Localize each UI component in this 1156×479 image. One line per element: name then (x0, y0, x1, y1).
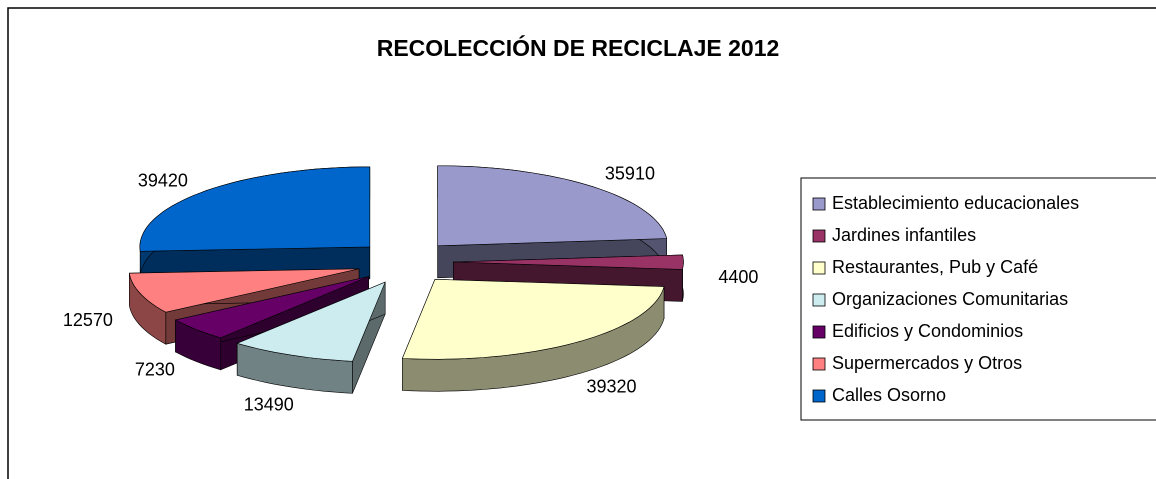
legend-swatch (812, 357, 826, 371)
legend-label: Establecimiento educacionales (832, 193, 1079, 213)
slice (139, 166, 371, 252)
legend-swatch (812, 261, 826, 275)
slice (236, 281, 386, 362)
legend-swatch (812, 389, 826, 403)
data-label: 39420 (138, 171, 188, 191)
slice (128, 268, 360, 313)
chart-title: RECOLECCIÓN DE RECICLAJE 2012 (377, 34, 780, 61)
data-label: 7230 (135, 359, 175, 379)
data-label: 39320 (587, 377, 637, 397)
slice (437, 165, 668, 247)
legend-swatch (812, 229, 826, 243)
slice (401, 278, 665, 360)
legend-label: Organizaciones Comunitarias (832, 289, 1068, 309)
legend-label: Supermercados y Otros (832, 353, 1022, 373)
data-label: 35910 (605, 163, 655, 183)
data-label: 12570 (63, 310, 113, 330)
legend-box (800, 177, 1156, 421)
legend-swatch (812, 197, 826, 211)
slice (174, 276, 369, 339)
data-label: 13490 (244, 395, 294, 415)
legend-label: Calles Osorno (832, 385, 946, 405)
legend-label: Edificios y Condominios (832, 321, 1023, 341)
legend-label: Restaurantes, Pub y Café (832, 257, 1038, 277)
legend-swatch (812, 325, 826, 339)
legend-swatch (812, 293, 826, 307)
legend-label: Jardines infantiles (832, 225, 976, 245)
slice (453, 254, 684, 270)
data-label: 4400 (718, 267, 758, 287)
